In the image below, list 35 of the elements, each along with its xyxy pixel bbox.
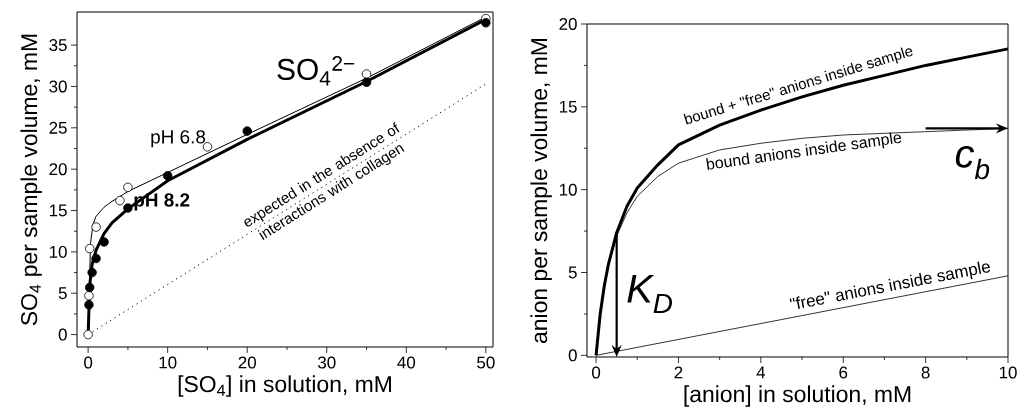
x-tick-label: 0 — [592, 366, 601, 379]
x-tick-label: 30 — [317, 356, 336, 369]
x-axis-title: [anion] in solution, mM — [684, 385, 911, 407]
y-tick-label: 10 — [559, 183, 577, 196]
y-tick-label: 15 — [559, 100, 577, 113]
x-tick-label: 0 — [84, 356, 93, 369]
x-tick-label: 6 — [839, 366, 848, 379]
y-axis-title: SO$_{4}$ per sample volume, mM — [20, 34, 42, 326]
x-tick-label: 50 — [477, 356, 495, 369]
y-tick-label: 0 — [58, 328, 67, 341]
y-tick-label: 30 — [49, 80, 67, 93]
y-tick-label: 20 — [559, 18, 577, 30]
y-axis-title: anion per sample volume, mM — [530, 38, 552, 343]
y-tick-label: 10 — [49, 245, 67, 258]
y-tick-label: 20 — [49, 163, 67, 176]
text: bound + "free" anions inside sample — [683, 47, 913, 125]
x-axis-title: [SO$_{4}$] in solution, mM — [178, 375, 391, 397]
y-tick-label: 5 — [568, 266, 577, 279]
x-tick-label: 20 — [238, 356, 256, 369]
annotation: c$_{b}$ — [955, 145, 990, 180]
x-tick-label: 4 — [756, 366, 766, 379]
y-tick-label: 15 — [49, 204, 67, 217]
y-tick-label: 35 — [49, 39, 67, 52]
series-label: pH 6.8 — [151, 130, 206, 148]
text: "free" anions inside sample — [789, 261, 991, 309]
text: bound anions inside sample — [706, 132, 902, 170]
annotation: K$_{D}$ — [627, 275, 673, 314]
y-tick-label: 25 — [49, 121, 67, 134]
x-tick-label: 8 — [921, 366, 930, 379]
x-tick-label: 10 — [159, 356, 177, 369]
y-tick-label: 5 — [58, 287, 67, 300]
x-tick-label: 2 — [674, 366, 683, 379]
annotation: SO$_{4}$2− — [277, 56, 355, 86]
x-tick-label: 40 — [397, 356, 416, 369]
x-tick-label: 10 — [999, 366, 1017, 379]
